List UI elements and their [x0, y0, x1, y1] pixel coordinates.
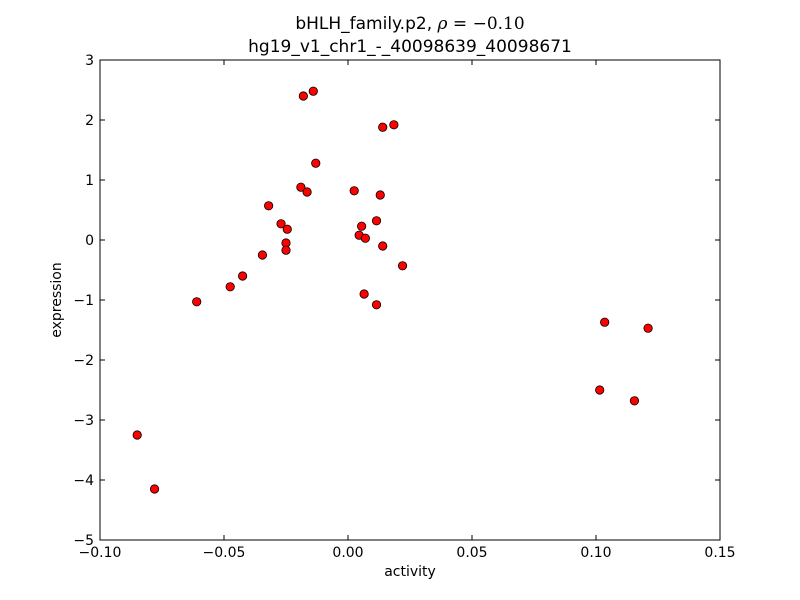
data-point [371, 300, 382, 310]
data-point [600, 317, 610, 327]
y-axis: 3 2 1 0 −1 −2 −3 −4 −5 [73, 53, 720, 549]
y-tick-label: −5 [73, 533, 94, 549]
y-tick-label: 3 [85, 53, 94, 69]
y-tick-label: −4 [73, 473, 94, 489]
x-axis-label: activity [384, 564, 436, 580]
y-tick-label: 0 [85, 233, 94, 249]
data-point [282, 224, 292, 234]
x-tick-label: −0.05 [203, 545, 246, 561]
data-point [378, 122, 388, 132]
data-point [357, 221, 367, 231]
chart-title-rho-symbol: ρ [437, 14, 448, 34]
data-point [629, 396, 640, 406]
y-tick-label: −1 [73, 293, 94, 309]
chart-title-line1: bHLH_family.p2, ρ = −0.10 [295, 14, 524, 34]
data-point [595, 385, 605, 395]
data-point [349, 186, 359, 196]
chart-title-rho-value: −0.10 [473, 14, 525, 34]
data-point [643, 323, 653, 333]
chart-title-rho-eq: = [448, 14, 473, 34]
data-point [264, 201, 274, 211]
data-point [359, 289, 369, 299]
data-point [281, 245, 291, 255]
plot-frame [99, 59, 721, 541]
data-point [298, 91, 308, 101]
data-point [149, 484, 160, 494]
data-point [192, 297, 202, 307]
data-point [389, 120, 399, 130]
y-tick-label: −2 [73, 353, 94, 369]
data-point [311, 158, 321, 168]
data-points [132, 86, 653, 494]
y-tick-label: 2 [85, 113, 94, 129]
data-point [296, 182, 306, 192]
x-tick-label: 0.00 [332, 545, 363, 561]
y-tick-label: 1 [85, 173, 94, 189]
data-point [257, 250, 268, 260]
data-point [238, 271, 248, 281]
chart-title-prefix: bHLH_family.p2, [295, 14, 437, 34]
x-tick-label: 0.10 [580, 545, 611, 561]
chart-title-line2: hg19_v1_chr1_-_40098639_40098671 [248, 37, 572, 57]
x-tick-label: −0.10 [79, 545, 122, 561]
data-point [371, 216, 382, 226]
x-tick-label: 0.05 [456, 545, 487, 561]
data-point [378, 241, 388, 251]
y-tick-label: −3 [73, 413, 94, 429]
data-point [375, 190, 385, 200]
y-axis-label: expression [49, 262, 65, 338]
data-point [225, 282, 235, 292]
data-point [302, 187, 312, 197]
x-tick-label: 0.15 [704, 545, 735, 561]
data-point [308, 86, 318, 96]
data-point [276, 219, 286, 229]
x-axis: −0.10 −0.05 0.00 0.05 0.10 0.15 [79, 60, 736, 561]
data-point [360, 233, 370, 243]
data-point [397, 261, 408, 271]
data-point [132, 430, 142, 440]
